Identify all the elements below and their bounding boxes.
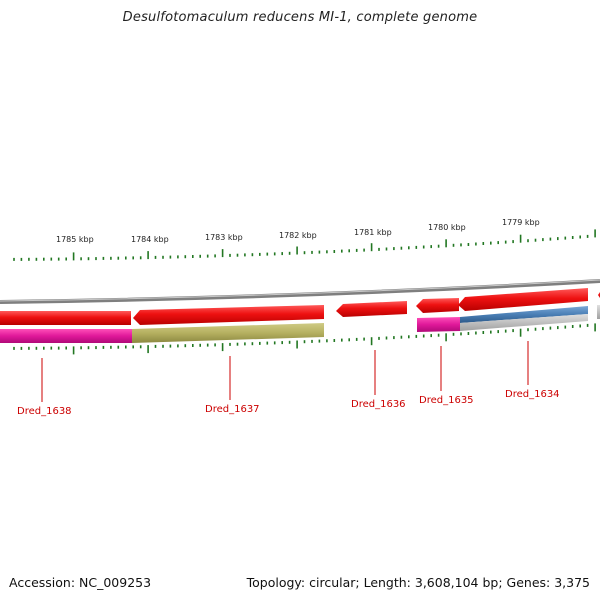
annotation-segment: [0, 329, 132, 343]
annotation-segment: [597, 305, 600, 319]
gene-label-dred-1638[interactable]: Dred_1638: [17, 406, 72, 417]
accession-text: Accession: NC_009253: [9, 575, 152, 590]
scale-label: 1782 kbp: [279, 231, 317, 240]
scale-label: 1784 kbp: [131, 235, 169, 244]
gene-arrow[interactable]: [0, 311, 131, 325]
annotation-segment: [132, 323, 324, 343]
scale-ticks-bottom: [13, 323, 596, 355]
annotation-segment: [460, 314, 588, 331]
backbone-arc: [0, 279, 600, 304]
scale-label: 1783 kbp: [205, 233, 243, 242]
annotation-segment: [417, 317, 460, 332]
scale-label: 1785 kbp: [56, 235, 94, 244]
gene-arrow[interactable]: [458, 288, 588, 311]
gene-label-dred-1635[interactable]: Dred_1635: [419, 395, 474, 406]
annotation-segment: [460, 306, 588, 323]
backbone-arc-highlight: [0, 279, 600, 302]
gene-label-dred-1637[interactable]: Dred_1637: [205, 404, 260, 415]
gene-arrow[interactable]: [416, 298, 459, 313]
scale-ticks-top: [13, 229, 596, 261]
gene-label-dred-1636[interactable]: Dred_1636: [351, 399, 406, 410]
scale-label: 1780 kbp: [428, 223, 466, 232]
scale-label: 1781 kbp: [354, 228, 392, 237]
scale-label: 1779 kbp: [502, 218, 540, 227]
genome-title: Desulfotomaculum reducens MI-1, complete…: [122, 10, 478, 25]
gene-arrow[interactable]: [336, 301, 407, 317]
gene-arrow[interactable]: [133, 305, 324, 325]
topology-text: Topology: circular; Length: 3,608,104 bp…: [246, 575, 590, 590]
gene-label-dred-1634[interactable]: Dred_1634: [505, 389, 560, 400]
scale-labels: 1785 kbp 1784 kbp 1783 kbp 1782 kbp 1781…: [56, 218, 540, 244]
